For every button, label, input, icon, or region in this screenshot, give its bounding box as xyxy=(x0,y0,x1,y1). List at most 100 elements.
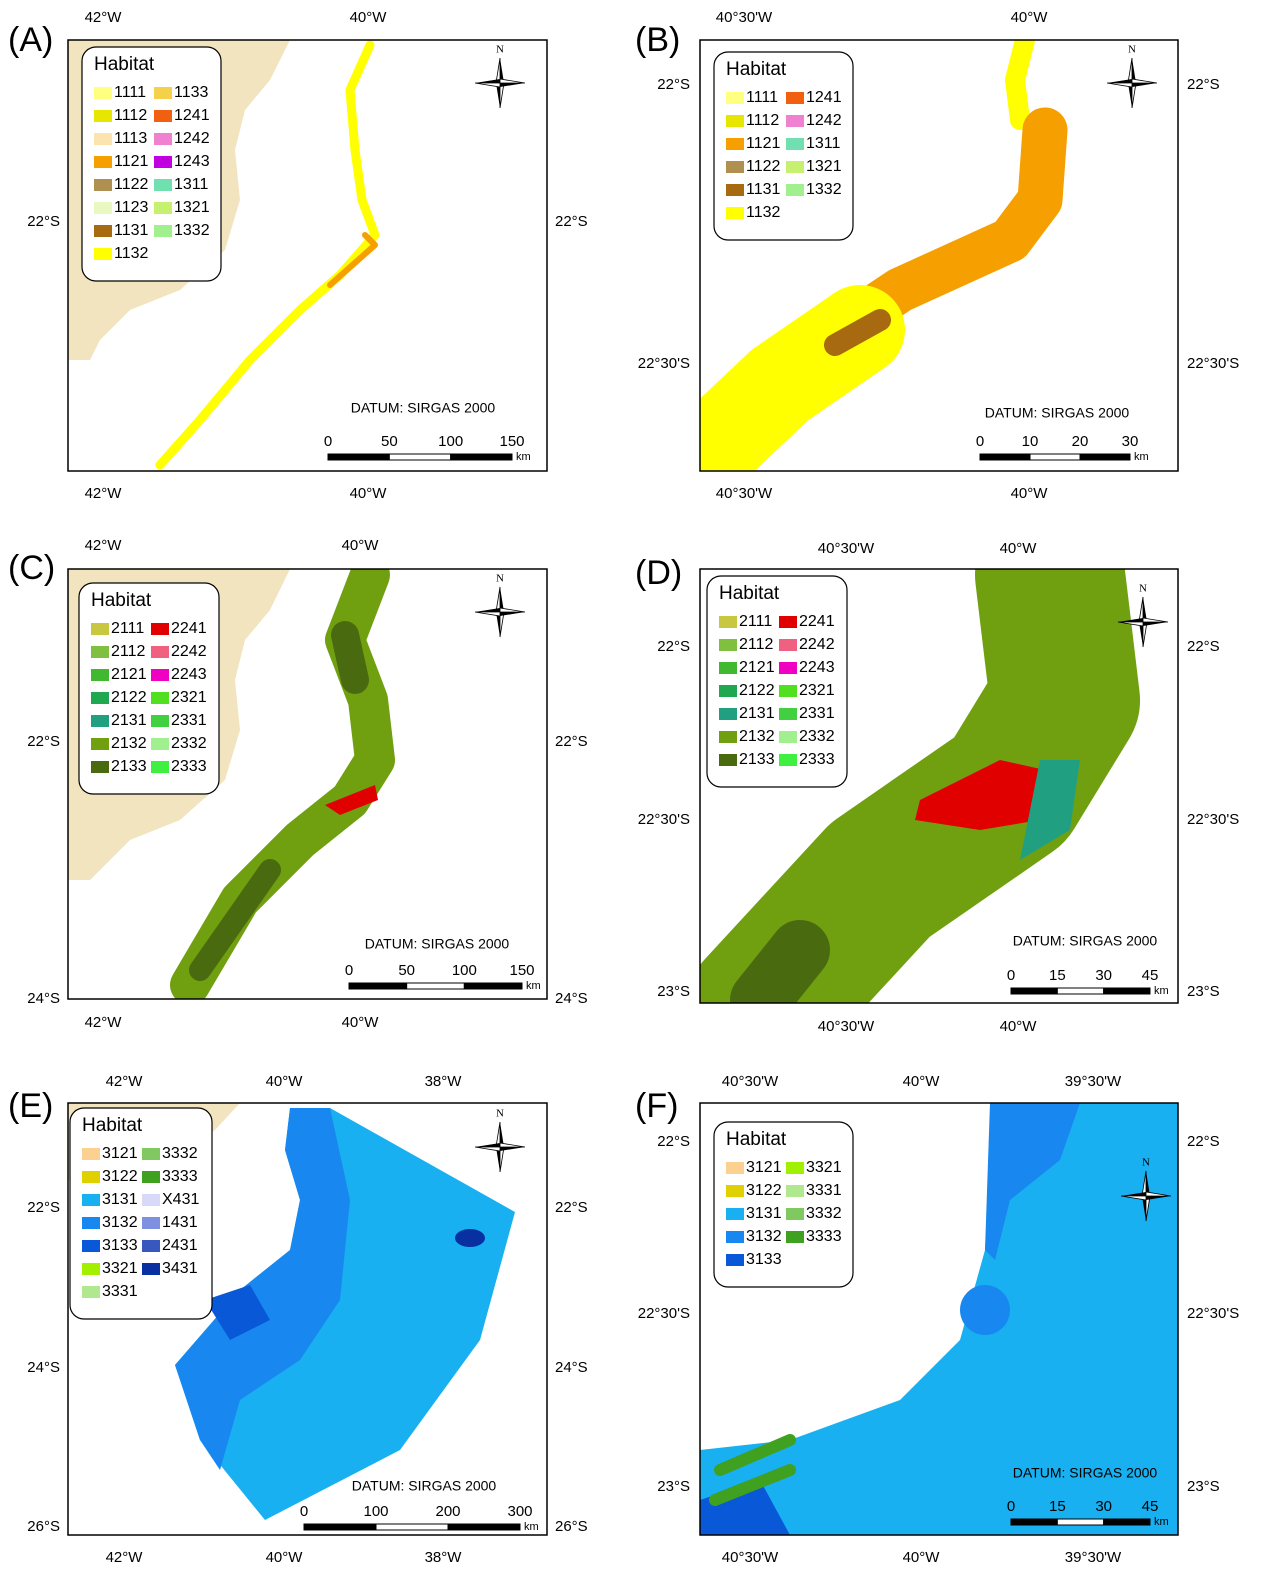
scale-segment xyxy=(1029,453,1081,461)
legend-label: 2243 xyxy=(799,659,835,676)
arrow-part xyxy=(500,83,525,87)
legend-swatch xyxy=(91,646,109,658)
scale-segment xyxy=(388,453,452,461)
legend-box xyxy=(713,51,854,241)
map-frame xyxy=(699,1102,1179,1536)
legend-swatch xyxy=(142,1148,160,1160)
legend-label: 1332 xyxy=(806,181,842,198)
habitat xyxy=(1020,760,1080,860)
arrow-part xyxy=(500,1122,504,1147)
bottom-coord-label: 40°W xyxy=(1000,1018,1038,1035)
legend-swatch xyxy=(94,133,112,145)
legend-label: 1122 xyxy=(114,176,149,193)
right-coord-label: 22°30'S xyxy=(1187,1305,1239,1322)
legend-swatch xyxy=(786,1162,804,1174)
bottom-coord-label: 40°W xyxy=(342,1014,380,1031)
habitat xyxy=(175,1108,350,1470)
north-arrow: N xyxy=(1106,44,1158,109)
scale-unit: km xyxy=(524,1521,539,1533)
scale-label: 200 xyxy=(435,1503,460,1520)
legend-label: 3333 xyxy=(806,1228,842,1245)
panel-label: (B) xyxy=(635,21,680,59)
scale-label: 0 xyxy=(324,433,332,450)
legend-label: 3121 xyxy=(102,1145,138,1162)
scale-segment xyxy=(303,1523,377,1531)
legend-label: 1243 xyxy=(174,153,210,170)
habitat xyxy=(455,1229,485,1247)
scale-segment xyxy=(327,453,390,461)
habitat xyxy=(915,760,1045,830)
habitat xyxy=(730,920,830,1003)
scale-segment xyxy=(450,453,513,461)
map-frame xyxy=(699,568,1179,1004)
legend-swatch xyxy=(786,184,804,196)
scale-segment xyxy=(1056,987,1105,995)
arrow-part xyxy=(1107,79,1132,83)
arrow-part xyxy=(474,1146,501,1152)
scale-label: 45 xyxy=(1142,967,1159,984)
legend-label: 3122 xyxy=(102,1168,138,1185)
legend-label: 2431 xyxy=(162,1237,198,1254)
right-coord-label: 22°S xyxy=(1187,1133,1220,1150)
datum-label: DATUM: SIRGAS 2000 xyxy=(1013,933,1158,949)
map-body xyxy=(700,569,1140,1003)
datum-label: DATUM: SIRGAS 2000 xyxy=(1013,1465,1158,1481)
habitat xyxy=(985,1103,1080,1260)
legend-swatch xyxy=(719,754,737,766)
habitat xyxy=(175,1108,515,1520)
datum-label: DATUM: SIRGAS 2000 xyxy=(352,1478,497,1494)
top-coord-label: 40°W xyxy=(350,9,388,26)
right-coord-label: 22°30'S xyxy=(1187,355,1239,372)
bottom-coord-label: 39°30'W xyxy=(1065,1549,1122,1566)
arrow-part xyxy=(500,1147,525,1151)
legend-swatch xyxy=(786,1208,804,1220)
legend-label: 2242 xyxy=(799,636,835,653)
map-panel: (D) 40°30'W 40°W 40°30'W 40°W 22°S 22°30'S 23°S… xyxy=(635,540,1239,1035)
legend-swatch xyxy=(91,669,109,681)
legend-label: 1121 xyxy=(114,153,149,170)
legend-label: 1131 xyxy=(746,181,781,198)
legend-box xyxy=(78,582,220,795)
scale-label: 0 xyxy=(1007,1498,1015,1515)
scale-label: 15 xyxy=(1049,967,1066,984)
legend-label: 2112 xyxy=(739,636,774,653)
legend-swatch xyxy=(726,138,744,150)
legend-label: 3133 xyxy=(102,1237,138,1254)
legend-swatch xyxy=(726,1162,744,1174)
legend-label: 3321 xyxy=(806,1159,842,1176)
north-arrow: N xyxy=(474,1108,526,1173)
top-coord-label: 39°30'W xyxy=(1065,1073,1122,1090)
scale-label: 10 xyxy=(1022,433,1039,450)
scale-label: 0 xyxy=(300,1503,308,1520)
legend-label: 2111 xyxy=(111,620,144,637)
map-frame xyxy=(67,39,548,472)
top-coord-label: 42°W xyxy=(85,537,123,554)
legend-swatch xyxy=(82,1194,100,1206)
legend-title: Habitat xyxy=(726,59,787,80)
scale-label: 30 xyxy=(1122,433,1139,450)
scale-unit: km xyxy=(516,451,531,463)
legend-label: 1132 xyxy=(114,245,149,262)
legend-label: 1321 xyxy=(174,199,210,216)
legend-label: X431 xyxy=(162,1191,199,1208)
habitat xyxy=(331,621,369,694)
left-coord-label: 22°S xyxy=(27,733,60,750)
legend-swatch xyxy=(154,156,172,168)
legend-label: 2243 xyxy=(171,666,207,683)
scale-segment xyxy=(348,982,408,990)
legend-label: 3122 xyxy=(746,1182,782,1199)
habitat xyxy=(189,859,281,981)
scale-label: 100 xyxy=(452,962,477,979)
scale-segment xyxy=(463,982,523,990)
scale-label: 100 xyxy=(363,1503,388,1520)
arrow-part xyxy=(499,78,526,84)
habitat xyxy=(205,1285,270,1340)
left-coord-label: 22°S xyxy=(657,638,690,655)
legend-label: 2332 xyxy=(799,728,835,745)
bottom-coord-label: 38°W xyxy=(425,1549,463,1566)
scale-label: 15 xyxy=(1049,1498,1066,1515)
scale-label: 50 xyxy=(381,433,398,450)
legend-swatch xyxy=(154,133,172,145)
legend-label: 1112 xyxy=(114,107,147,124)
legend-label: 2132 xyxy=(739,728,775,745)
